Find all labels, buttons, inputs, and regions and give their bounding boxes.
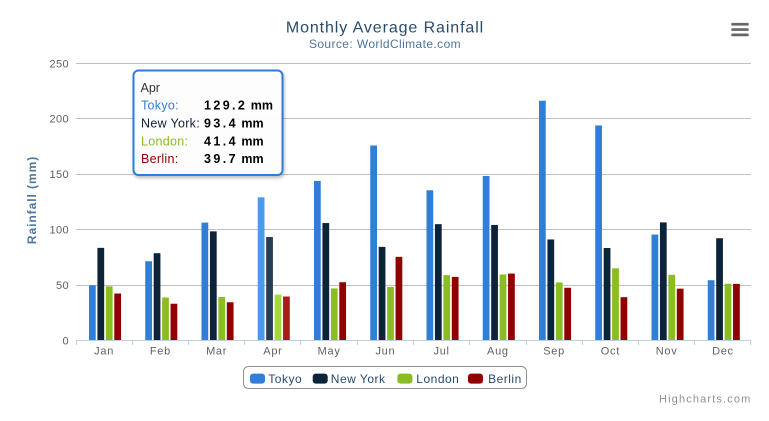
svg-text:New York: New York (331, 372, 386, 386)
svg-text:Nov: Nov (656, 345, 678, 357)
svg-text:Jul: Jul (434, 345, 450, 357)
svg-text:50: 50 (56, 280, 69, 292)
svg-text:Sep: Sep (543, 345, 565, 357)
svg-text:Monthly Average Rainfall: Monthly Average Rainfall (286, 20, 484, 37)
svg-text:Rainfall (mm): Rainfall (mm) (25, 156, 39, 244)
svg-text:Dec: Dec (712, 345, 734, 357)
svg-text:39.7 mm: 39.7 mm (204, 152, 264, 166)
svg-text:200: 200 (49, 114, 69, 126)
svg-text:Apr: Apr (263, 345, 282, 357)
svg-text:100: 100 (49, 225, 69, 237)
svg-text:250: 250 (49, 58, 69, 70)
svg-text:Tokyo: Tokyo (268, 372, 302, 386)
svg-text:150: 150 (49, 169, 69, 181)
svg-text:Source: WorldClimate.com: Source: WorldClimate.com (309, 37, 461, 51)
svg-text:Jun: Jun (375, 345, 395, 357)
svg-text:Berlin:: Berlin: (141, 152, 179, 166)
svg-text:93.4 mm: 93.4 mm (204, 116, 264, 130)
svg-text:Highcharts.com: Highcharts.com (659, 394, 752, 406)
svg-text:Mar: Mar (206, 345, 227, 357)
svg-text:New York:: New York: (141, 116, 200, 130)
svg-text:Berlin: Berlin (488, 372, 522, 386)
svg-text:41.4 mm: 41.4 mm (204, 134, 264, 148)
svg-text:Oct: Oct (601, 345, 620, 357)
svg-text:Aug: Aug (487, 345, 509, 357)
svg-text:London: London (416, 372, 459, 386)
svg-text:0: 0 (62, 335, 69, 347)
svg-text:Apr: Apr (141, 81, 160, 95)
svg-text:Jan: Jan (94, 345, 114, 357)
svg-text:May: May (318, 345, 341, 357)
svg-text:Feb: Feb (150, 345, 171, 357)
svg-text:129.2 mm: 129.2 mm (204, 99, 273, 113)
svg-text:London:: London: (141, 134, 188, 148)
svg-text:Tokyo:: Tokyo: (141, 99, 179, 113)
